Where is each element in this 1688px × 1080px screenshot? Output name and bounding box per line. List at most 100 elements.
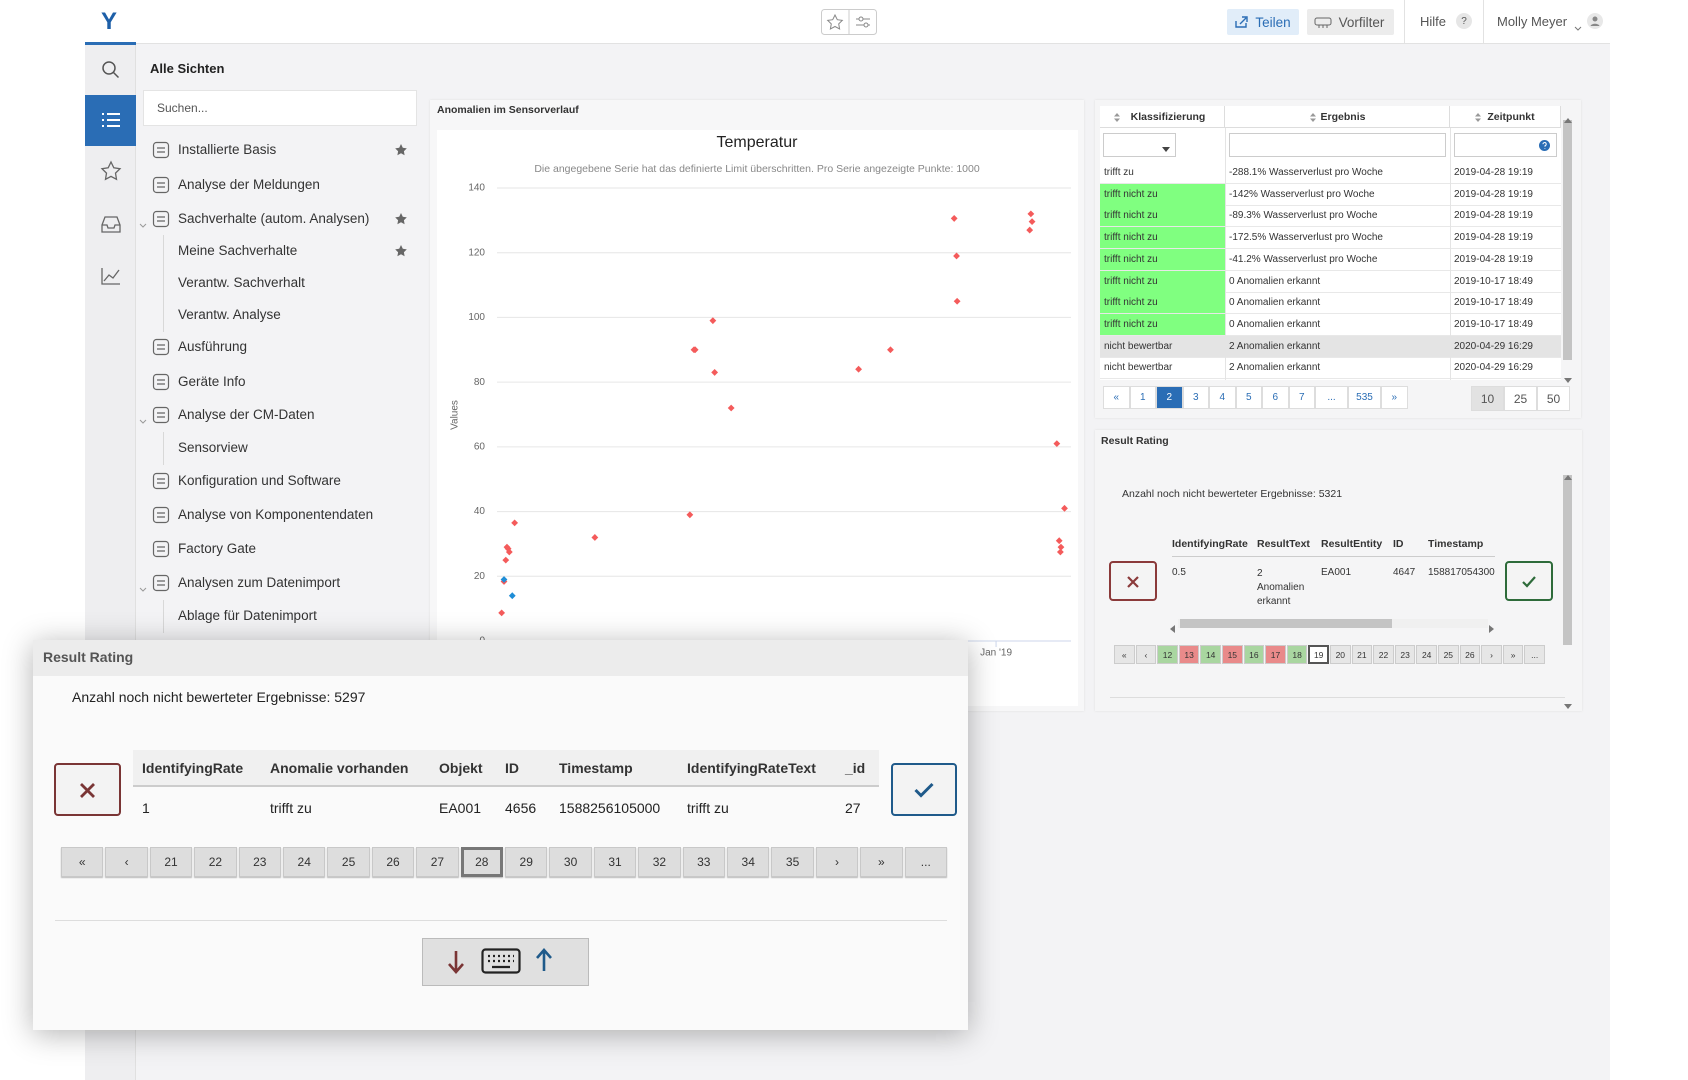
menu-item[interactable]: Analysen zum Datenimport (178, 575, 341, 590)
dialog-page-button[interactable]: ... (904, 847, 947, 877)
rating-page-button[interactable]: « (1114, 645, 1135, 664)
keyboard-nav-button[interactable] (422, 938, 589, 986)
rating-cell: 1588170543000 (1428, 567, 1495, 578)
dialog-page-button[interactable]: 27 (416, 847, 459, 877)
dialog-page-button[interactable]: › (815, 847, 859, 877)
nav-search (101, 60, 121, 80)
page-button[interactable]: 4 (1209, 386, 1236, 409)
dialog-page-button[interactable]: 32 (638, 847, 681, 877)
rating-page-button[interactable]: 16 (1243, 645, 1265, 664)
page-button[interactable]: 5 (1235, 386, 1262, 409)
sub-menu-item[interactable]: Verantw. Analyse (178, 307, 281, 322)
rating-page-button[interactable]: 24 (1416, 645, 1437, 664)
dialog-page-button[interactable]: 31 (593, 847, 637, 877)
dialog-page-button[interactable]: » (860, 847, 903, 877)
dialog-page-button[interactable]: 26 (371, 847, 415, 877)
rating-page-button[interactable]: 26 (1459, 645, 1481, 664)
page-button[interactable]: 3 (1182, 386, 1209, 409)
page-button[interactable]: » (1381, 386, 1408, 409)
search-box[interactable] (143, 90, 417, 126)
icon-svg (101, 268, 120, 285)
rating-page-button[interactable]: 22 (1373, 645, 1394, 664)
rating-page-button[interactable]: 21 (1351, 645, 1373, 664)
page-size-button[interactable]: 10 (1471, 386, 1504, 411)
dialog-page-button[interactable]: 33 (682, 847, 725, 877)
dialog-column-header: IdentifyingRateText (687, 760, 816, 776)
dialog-page-button[interactable]: 24 (283, 847, 326, 877)
rating-page-button[interactable]: 15 (1222, 645, 1243, 664)
sub-menu-item[interactable]: Sensorview (178, 440, 248, 455)
table-cell: 2019-10-17 18:49 (1454, 297, 1533, 309)
menu-item[interactable]: Analyse der Meldungen (178, 177, 320, 192)
rating-page-button[interactable]: ‹ (1135, 645, 1157, 664)
menu-item[interactable]: Konfiguration und Software (178, 473, 341, 488)
rating-page-button[interactable]: 23 (1394, 645, 1416, 664)
rating-page-button[interactable]: 14 (1200, 645, 1221, 664)
icon-svg (1113, 113, 1120, 122)
page-button[interactable]: 7 (1288, 386, 1315, 409)
page-size-button[interactable]: 50 (1537, 386, 1570, 411)
table-cell: trifft nicht zu (1104, 210, 1158, 222)
icon-svg (481, 948, 521, 974)
icon-svg (101, 216, 121, 233)
rating-page-button[interactable]: › (1481, 645, 1502, 664)
page-button[interactable]: ... (1315, 386, 1348, 409)
expand-caret (139, 580, 147, 592)
rating-page-button[interactable]: 25 (1438, 645, 1459, 664)
page-button[interactable]: 6 (1262, 386, 1289, 409)
dialog-page-button[interactable]: ‹ (105, 847, 148, 877)
help-icon: ? (1456, 13, 1472, 29)
page-size-button[interactable]: 25 (1504, 386, 1537, 411)
column-header[interactable]: Klassifizierung (1100, 106, 1225, 128)
menu-item[interactable]: Analyse der CM-Daten (178, 407, 315, 422)
page-button[interactable]: 535 (1348, 386, 1381, 409)
sub-menu-item[interactable]: Verantw. Sachverhalt (178, 275, 305, 290)
icon-path (157, 379, 165, 385)
dialog-page-button[interactable]: 25 (327, 847, 370, 877)
dialog-accept-icon (914, 782, 934, 798)
rating-page-button[interactable]: 13 (1178, 645, 1200, 664)
page-button[interactable]: « (1103, 386, 1130, 409)
rating-page-button[interactable]: 20 (1330, 645, 1351, 664)
dialog-page-button[interactable]: « (61, 847, 104, 877)
accept-button[interactable] (1505, 561, 1553, 601)
menu-item[interactable]: Geräte Info (178, 374, 246, 389)
page-button[interactable]: 2 (1156, 386, 1183, 409)
icon-svg (536, 948, 552, 971)
rating-page-button[interactable]: » (1502, 645, 1524, 664)
menu-item[interactable]: Installierte Basis (178, 142, 277, 157)
rating-page-button[interactable]: 12 (1157, 645, 1178, 664)
user-menu[interactable]: Molly Meyer (1497, 14, 1568, 29)
menu-item[interactable]: Ausführung (178, 339, 248, 354)
dialog-page-button[interactable]: 29 (505, 847, 548, 877)
dialog-reject-button[interactable] (54, 763, 121, 816)
icon-svg (1587, 13, 1603, 29)
dialog-page-button[interactable]: 23 (238, 847, 281, 877)
dialog-accept-button[interactable] (891, 763, 957, 816)
dialog-page-button[interactable]: 21 (149, 847, 193, 877)
dialog-page-button[interactable]: 35 (771, 847, 814, 877)
dialog-page-button[interactable]: 22 (194, 847, 237, 877)
row-divider (1100, 269, 1561, 271)
dialog-page-button[interactable]: 28 (460, 847, 503, 877)
column-header[interactable]: Ergebnis (1225, 106, 1450, 128)
menu-item[interactable]: Analyse von Komponentendaten (178, 507, 374, 522)
rating-page-button[interactable]: ... (1524, 645, 1545, 664)
page-button[interactable]: 1 (1129, 386, 1156, 409)
help-link[interactable]: Hilfe (1420, 14, 1447, 29)
dialog-page-button[interactable]: 34 (727, 847, 770, 877)
icon-circle (858, 16, 864, 22)
sub-menu-item[interactable]: Meine Sachverhalte (178, 243, 298, 258)
column-header[interactable]: Zeitpunkt (1450, 106, 1561, 128)
rating-column-header: Timestamp (1428, 538, 1484, 550)
rating-page-button[interactable]: 18 (1286, 645, 1308, 664)
prefilter-button[interactable]: Vorfilter (1307, 9, 1394, 35)
rating-page-button[interactable]: 17 (1265, 645, 1286, 664)
menu-item[interactable]: Factory Gate (178, 541, 257, 556)
vertical-scrollbar (1563, 120, 1572, 360)
rating-page-button[interactable]: 19 (1308, 645, 1329, 664)
share-button[interactable]: Teilen (1227, 9, 1299, 35)
menu-item[interactable]: Sachverhalte (autom. Analysen) (178, 211, 370, 226)
dialog-page-button[interactable]: 30 (549, 847, 592, 877)
sub-menu-item[interactable]: Ablage für Datenimport (178, 608, 317, 623)
